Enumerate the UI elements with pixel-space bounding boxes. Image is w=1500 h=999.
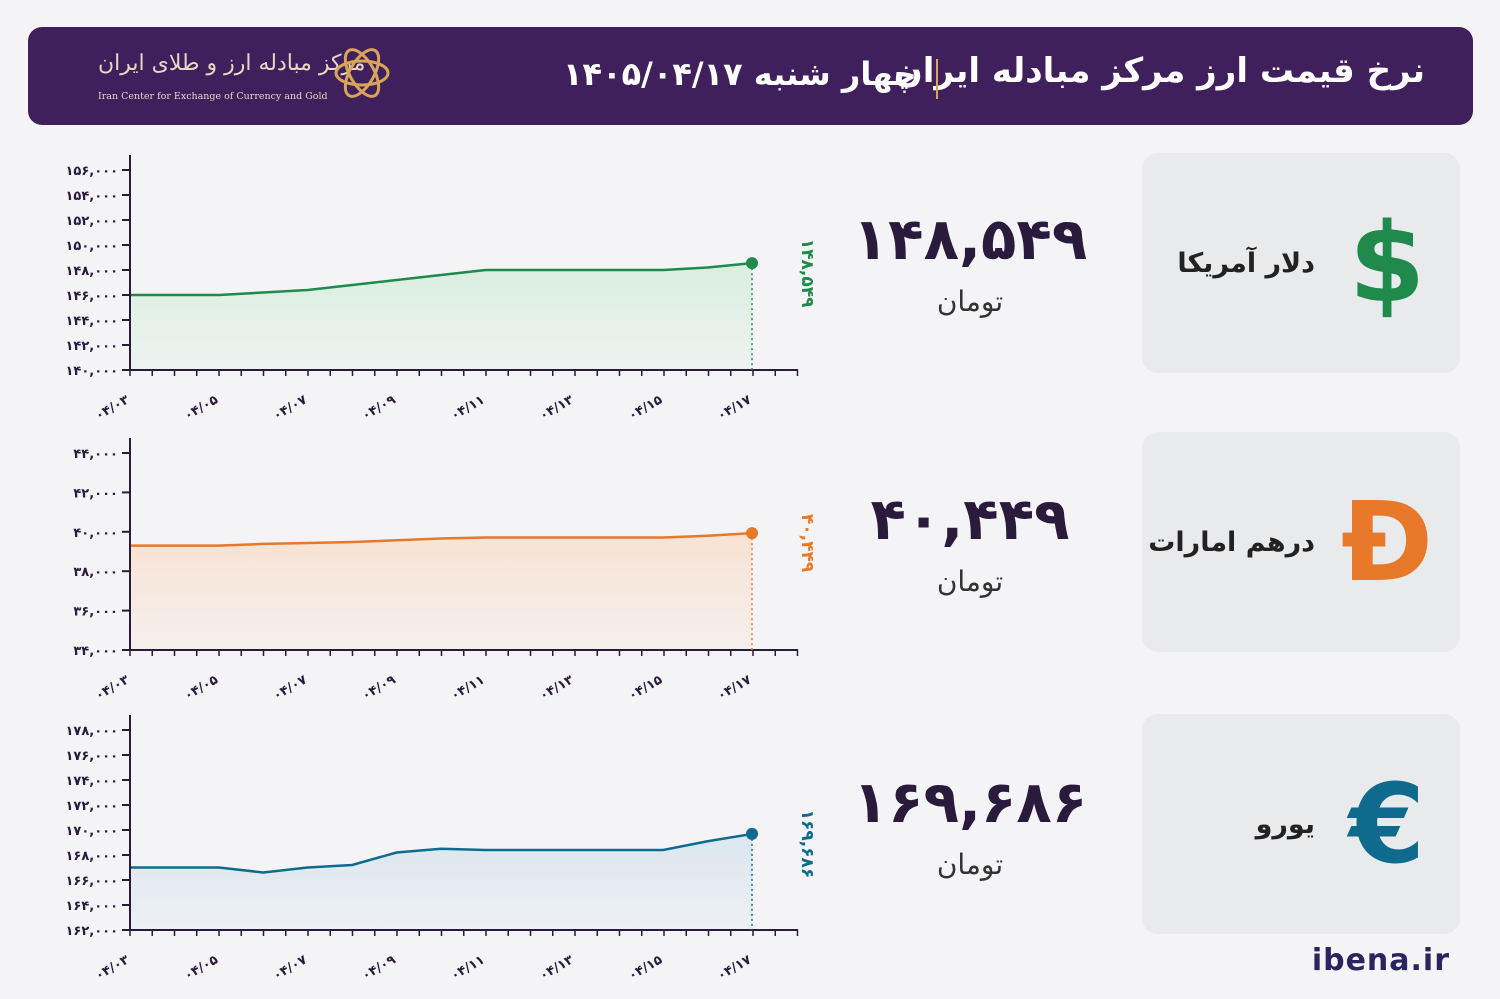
header-separator bbox=[936, 59, 938, 99]
x-tick-label: ۰۴/۰۷ bbox=[271, 952, 310, 983]
x-tick-label: ۰۴/۱۱ bbox=[448, 392, 487, 423]
y-tick-label: ۱۶۴,۰۰۰ bbox=[65, 899, 118, 914]
currency-name-usd: دلار آمریکا bbox=[1177, 248, 1315, 279]
x-tick-label: ۰۴/۰۳ bbox=[93, 672, 132, 703]
x-tick-label: ۰۴/۰۷ bbox=[271, 392, 310, 423]
currency-card-usd: $ دلار آمریکا bbox=[1142, 153, 1460, 373]
y-tick-label: ۱۷۴,۰۰۰ bbox=[65, 774, 118, 789]
chart-eur: ۱۶۲,۰۰۰ ۱۶۴,۰۰۰ ۱۶۶,۰۰۰ ۱۶۸,۰۰۰ ۱۷۰,۰۰۰ ۱۷۲,۰… bbox=[65, 715, 817, 984]
series-line bbox=[130, 261, 753, 297]
unit-aed: تومان bbox=[936, 565, 1004, 598]
x-tick-label: ۰۴/۰۹ bbox=[359, 392, 398, 423]
last-value-point bbox=[746, 527, 758, 540]
series-area bbox=[130, 833, 752, 930]
logo-emblem-icon bbox=[334, 48, 390, 98]
y-tick-label: ۱۴۴,۰۰۰ bbox=[65, 314, 118, 329]
y-tick-label: ۴۲,۰۰۰ bbox=[73, 486, 118, 501]
y-tick-label: ۱۷۸,۰۰۰ bbox=[65, 724, 118, 739]
chart-aed: ۳۴,۰۰۰ ۳۶,۰۰۰ ۳۸,۰۰۰ ۴۰,۰۰۰ ۴۲,۰۰۰ ۴۴,۰۰۰ ۰۴/۰… bbox=[73, 438, 817, 704]
last-value-label: ۱۶۹,۶۸۶ bbox=[797, 810, 817, 879]
x-tick-label: ۰۴/۰۵ bbox=[182, 672, 221, 703]
y-tick-label: ۱۵۰,۰۰۰ bbox=[65, 239, 118, 254]
x-tick-label: ۰۴/۰۳ bbox=[93, 392, 132, 423]
x-tick-label: ۰۴/۱۵ bbox=[626, 952, 665, 983]
y-tick-label: ۱۵۶,۰۰۰ bbox=[65, 164, 118, 179]
y-tick-label: ۱۷۰,۰۰۰ bbox=[65, 824, 118, 839]
x-tick-label: ۰۴/۱۳ bbox=[537, 952, 576, 983]
x-tick-label: ۰۴/۰۵ bbox=[182, 392, 221, 423]
x-tick-label: ۰۴/۱۱ bbox=[448, 672, 487, 703]
y-tick-label: ۱۴۸,۰۰۰ bbox=[65, 264, 118, 279]
price-eur: ۱۶۹,۶۸۶ bbox=[852, 768, 1088, 836]
unit-eur: تومان bbox=[936, 848, 1004, 881]
x-tick-label: ۰۴/۱۵ bbox=[626, 392, 665, 423]
logo: مرکز مبادله ارز و طلای ایران Iran Center… bbox=[68, 41, 398, 111]
last-value-point bbox=[746, 257, 758, 270]
logo-text-fa: مرکز مبادله ارز و طلای ایران bbox=[98, 51, 366, 76]
y-tick-label: ۱۷۲,۰۰۰ bbox=[65, 799, 118, 814]
y-tick-label: ۴۰,۰۰۰ bbox=[73, 526, 118, 541]
last-value-point bbox=[746, 827, 758, 840]
y-tick-label: ۳۶,۰۰۰ bbox=[73, 605, 118, 620]
x-tick-label: ۰۴/۰۹ bbox=[359, 672, 398, 703]
site-url: ibena.ir bbox=[1311, 943, 1450, 978]
chart-usd: ۱۴۰,۰۰۰ ۱۴۲,۰۰۰ ۱۴۴,۰۰۰ ۱۴۶,۰۰۰ ۱۴۸,۰۰۰ ۱۵۰,۰… bbox=[65, 155, 817, 424]
price-aed: ۴۰,۴۴۹ bbox=[870, 485, 1070, 553]
x-tick-label: ۰۴/۰۷ bbox=[271, 672, 310, 703]
y-tick-label: ۳۸,۰۰۰ bbox=[73, 565, 118, 580]
currency-card-eur: € یورو bbox=[1142, 714, 1460, 934]
currency-name-eur: یورو bbox=[1255, 809, 1315, 840]
y-tick-label: ۱۴۰,۰۰۰ bbox=[65, 364, 118, 379]
y-tick-label: ۱۶۸,۰۰۰ bbox=[65, 849, 118, 864]
page-date: چهار شنبه ۱۴۰۵/۰۴/۱۷ bbox=[563, 55, 917, 93]
x-tick-label: ۰۴/۱۳ bbox=[537, 392, 576, 423]
currency-name-aed: درهم امارات bbox=[1148, 527, 1315, 558]
y-tick-label: ۱۴۶,۰۰۰ bbox=[65, 289, 118, 304]
y-tick-label: ۱۶۲,۰۰۰ bbox=[65, 924, 118, 939]
x-tick-label: ۰۴/۱۷ bbox=[715, 672, 754, 703]
logo-text-en: Iran Center for Exchange of Currency and… bbox=[98, 91, 328, 102]
page-title: نرخ قیمت ارز مرکز مبادله ایران bbox=[893, 51, 1425, 91]
price-usd: ۱۴۸,۵۴۹ bbox=[852, 205, 1088, 273]
y-tick-label: ۱۵۴,۰۰۰ bbox=[65, 189, 118, 204]
x-tick-label: ۰۴/۰۹ bbox=[359, 952, 398, 983]
series-area bbox=[130, 533, 752, 650]
header-bar: نرخ قیمت ارز مرکز مبادله ایران چهار شنبه… bbox=[28, 27, 1473, 125]
x-tick-label: ۰۴/۰۳ bbox=[93, 952, 132, 983]
x-tick-label: ۰۴/۱۵ bbox=[626, 672, 665, 703]
x-tick-label: ۰۴/۰۵ bbox=[182, 952, 221, 983]
x-tick-label: ۰۴/۱۷ bbox=[715, 392, 754, 423]
y-tick-label: ۱۵۲,۰۰۰ bbox=[65, 214, 118, 229]
y-tick-label: ۱۶۶,۰۰۰ bbox=[65, 874, 118, 889]
currency-card-aed: Đ درهم امارات bbox=[1142, 432, 1460, 652]
series-line bbox=[130, 832, 753, 874]
dirham-icon: Đ bbox=[1340, 478, 1434, 606]
x-tick-label: ۰۴/۱۱ bbox=[448, 952, 487, 983]
series-area bbox=[130, 263, 752, 370]
unit-usd: تومان bbox=[936, 285, 1004, 318]
x-tick-label: ۰۴/۱۳ bbox=[537, 672, 576, 703]
last-value-label: ۱۴۸,۵۴۹ bbox=[797, 239, 817, 308]
x-tick-label: ۰۴/۱۷ bbox=[715, 952, 754, 983]
series-line bbox=[130, 531, 753, 547]
y-tick-label: ۱۴۲,۰۰۰ bbox=[65, 339, 118, 354]
dollar-icon: $ bbox=[1348, 199, 1426, 327]
y-tick-label: ۱۷۶,۰۰۰ bbox=[65, 749, 118, 764]
last-value-label: ۴۰,۴۴۹ bbox=[797, 514, 817, 573]
euro-icon: € bbox=[1348, 760, 1426, 888]
y-tick-label: ۴۴,۰۰۰ bbox=[73, 447, 118, 462]
y-tick-label: ۳۴,۰۰۰ bbox=[73, 644, 118, 659]
